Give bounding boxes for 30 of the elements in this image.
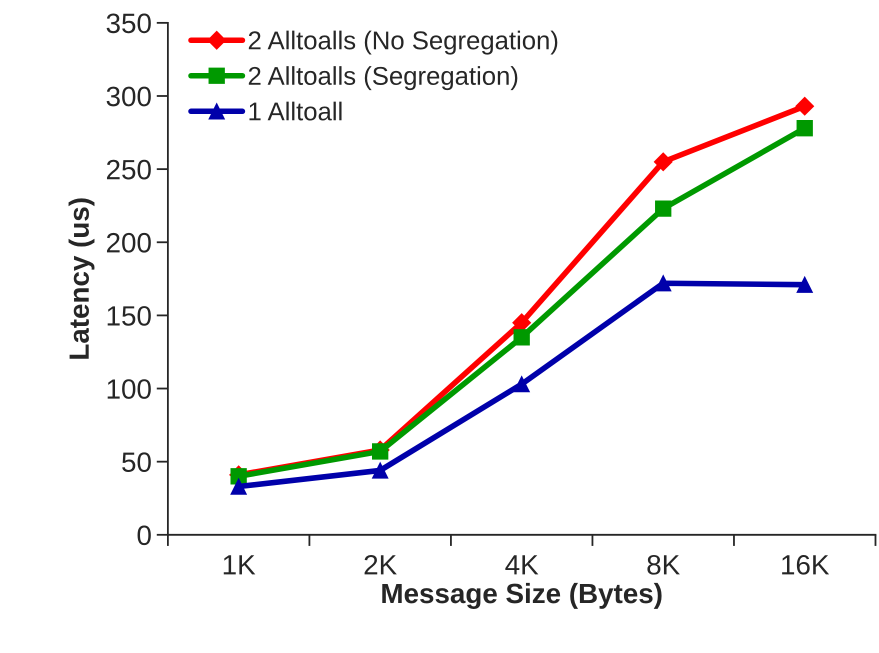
legend-label: 1 Alltoall: [250, 102, 342, 121]
x-tick-label: 8K: [647, 554, 680, 575]
point: [655, 200, 672, 217]
x-tick-label: 4K: [505, 555, 538, 574]
y-tick-label: 150: [108, 306, 151, 326]
y-tick-label: 250: [106, 160, 151, 180]
point: [654, 152, 673, 172]
x-axis-title: Message Size (Bytes): [382, 582, 662, 609]
y-tick-label: 200: [106, 232, 151, 253]
point: [796, 120, 813, 136]
point: [372, 462, 388, 479]
y-tick-label: 300: [106, 86, 151, 106]
point: [230, 468, 247, 484]
point: [514, 376, 530, 392]
y-tick-label: 100: [108, 379, 151, 399]
x-tick-label: 16K: [782, 554, 830, 575]
y-axis-title: Latency (us): [68, 198, 94, 359]
point: [795, 96, 814, 116]
legend-label: 2 Alltoalls (No Segregation): [248, 30, 558, 55]
y-tick-label: 0: [138, 525, 151, 546]
point: [796, 276, 813, 293]
x-tick-label: 1K: [224, 555, 256, 574]
point: [372, 443, 388, 460]
legend-label: 2 Alltoalls (Segregation): [248, 66, 518, 90]
point: [655, 275, 672, 292]
point: [230, 478, 247, 495]
y-tick-label: 350: [106, 14, 151, 34]
y-tick-label: 50: [122, 452, 151, 472]
point: [514, 329, 530, 346]
x-tick-label: 2K: [364, 554, 397, 574]
